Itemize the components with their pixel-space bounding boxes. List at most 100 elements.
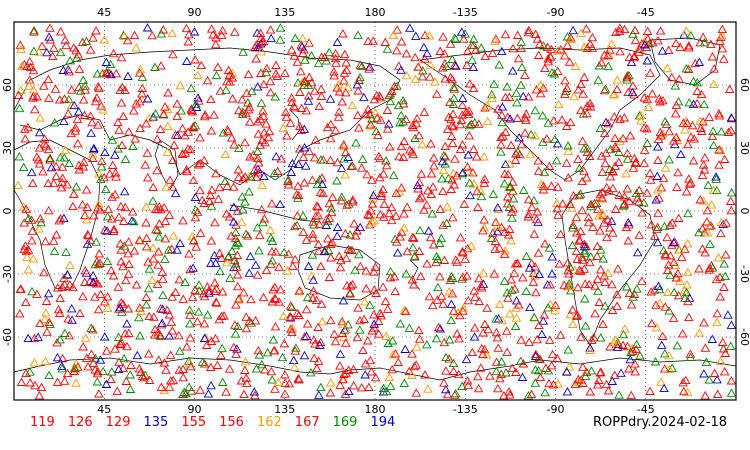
observation-triangle <box>123 269 134 278</box>
observation-triangle <box>366 367 377 376</box>
observation-triangle <box>445 72 456 82</box>
observation-triangle <box>178 215 188 225</box>
observation-triangle <box>663 45 674 54</box>
observation-triangle <box>360 109 371 118</box>
observation-triangle <box>364 210 375 220</box>
observation-triangle <box>39 134 50 143</box>
observation-triangle <box>607 228 618 237</box>
observation-triangle <box>631 344 641 354</box>
observation-triangle <box>458 167 468 177</box>
observation-triangle <box>464 130 475 140</box>
observation-triangle <box>502 347 512 356</box>
observation-triangle <box>411 342 422 351</box>
observation-triangle <box>683 267 693 277</box>
observation-triangle <box>457 110 467 119</box>
observation-triangle <box>703 180 713 189</box>
observation-triangle <box>129 30 140 40</box>
observation-triangle <box>313 58 324 68</box>
observation-triangle <box>93 304 104 314</box>
observation-triangle <box>336 195 347 205</box>
observation-triangle <box>473 371 483 381</box>
observation-triangle <box>353 30 363 39</box>
observation-triangle <box>410 74 421 84</box>
observation-triangle <box>222 181 232 190</box>
observation-triangle <box>504 387 514 396</box>
observation-triangle <box>446 131 457 140</box>
observation-triangle <box>211 284 222 293</box>
observation-triangle <box>32 152 42 161</box>
observation-triangle <box>507 207 517 216</box>
observation-triangle <box>265 87 276 97</box>
observation-triangle <box>380 37 391 46</box>
observation-triangle <box>597 208 608 218</box>
observation-triangle <box>81 185 92 194</box>
observation-triangle <box>152 165 162 175</box>
observation-triangle <box>299 332 310 341</box>
observation-triangle <box>595 189 605 199</box>
observation-triangle <box>190 212 201 222</box>
observation-triangle <box>144 375 155 384</box>
observation-triangle <box>78 95 89 104</box>
observation-triangle <box>521 109 532 118</box>
observation-triangle <box>518 91 529 101</box>
observation-triangle <box>155 303 166 313</box>
observation-triangle <box>445 275 456 284</box>
observation-triangle <box>112 386 122 395</box>
observation-triangle <box>356 382 367 392</box>
observation-triangle <box>506 140 516 149</box>
observation-triangle <box>24 56 35 66</box>
observation-triangle <box>670 108 681 118</box>
observation-triangle <box>699 317 709 327</box>
observation-triangle <box>152 225 163 235</box>
observation-triangle <box>400 344 410 353</box>
observation-triangle <box>28 93 38 102</box>
observation-triangle <box>462 376 473 385</box>
observation-triangle <box>120 328 130 338</box>
observation-triangle <box>399 378 410 387</box>
observation-triangle <box>25 62 36 71</box>
observation-triangle <box>270 92 280 101</box>
observation-triangle <box>632 193 643 202</box>
observation-triangle <box>142 94 153 103</box>
observation-triangle <box>654 193 664 202</box>
observation-triangle <box>183 356 194 365</box>
observation-triangle <box>285 301 296 310</box>
observation-triangle <box>29 27 39 36</box>
legend-entry: 162 <box>256 415 282 430</box>
observation-triangle <box>45 155 55 164</box>
observation-triangle <box>455 119 466 129</box>
observation-triangle <box>448 366 459 375</box>
observation-triangle <box>204 196 215 205</box>
observation-triangle <box>217 343 227 353</box>
observation-triangle <box>444 354 454 363</box>
observation-triangle <box>283 180 294 189</box>
observation-triangle <box>386 202 397 212</box>
observation-triangle <box>507 285 517 294</box>
observation-triangle <box>371 288 381 297</box>
observation-triangle <box>144 311 154 321</box>
observation-triangle <box>567 305 578 314</box>
observation-triangle <box>387 336 398 345</box>
observation-triangle <box>615 114 625 123</box>
observation-triangle <box>70 123 81 132</box>
observation-triangle <box>547 269 557 278</box>
observation-triangle <box>514 132 524 142</box>
observation-triangle <box>364 64 374 73</box>
observation-triangle <box>510 259 521 268</box>
observation-triangle <box>134 235 145 244</box>
observation-triangle <box>663 287 673 296</box>
observation-triangle <box>667 363 677 372</box>
observation-triangle <box>53 304 64 314</box>
observation-triangle <box>524 337 534 346</box>
observation-triangle <box>664 350 674 360</box>
observation-triangle <box>398 117 408 126</box>
observation-triangle <box>150 62 160 71</box>
observation-triangle <box>48 178 59 188</box>
observation-triangle <box>653 35 663 45</box>
observation-triangle <box>207 185 217 194</box>
observation-triangle <box>566 34 576 44</box>
observation-triangle <box>399 209 409 218</box>
observation-triangle <box>363 104 373 114</box>
observation-triangle <box>358 345 368 354</box>
observation-triangle <box>34 127 45 137</box>
